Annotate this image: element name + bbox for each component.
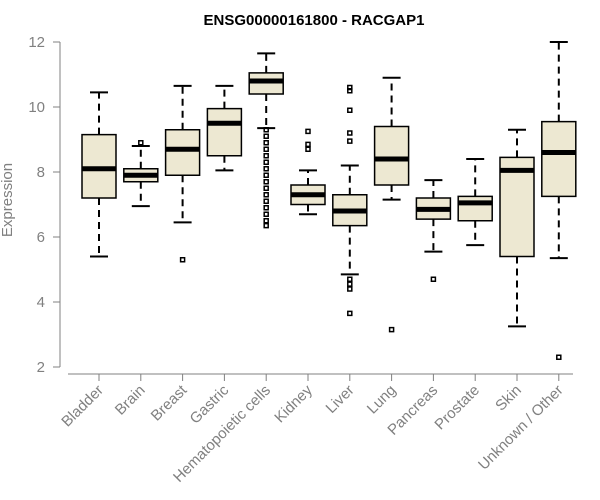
outlier-point: [263, 133, 269, 139]
outlier-point: [305, 128, 311, 135]
outlier-point: [179, 257, 186, 263]
y-axis-title: Expression: [0, 163, 16, 237]
box-group: [499, 128, 535, 328]
box-group: [248, 52, 284, 229]
outlier-point: [347, 138, 353, 144]
box-iqr: [206, 107, 243, 157]
outlier-point: [263, 205, 269, 211]
outlier-point: [263, 166, 269, 172]
x-tick-label: Prostate: [431, 382, 483, 434]
box-group: [81, 91, 117, 258]
outlier-point: [263, 159, 269, 165]
y-axis-ticks: 2 4 6 8 10 12: [28, 34, 60, 376]
outlier-point: [347, 276, 353, 282]
y-tick-label: 8: [37, 164, 45, 181]
x-tick-label: Brain: [112, 382, 149, 419]
box-group: [457, 158, 493, 247]
outlier-point: [347, 84, 353, 91]
box-group: [415, 179, 452, 282]
x-tick-label: Breast: [148, 381, 191, 424]
y-tick-label: 2: [37, 359, 45, 376]
outlier-point: [263, 222, 269, 229]
outlier-point: [263, 127, 269, 133]
x-tick-label: Skin: [492, 382, 525, 415]
outlier-point: [347, 286, 353, 292]
y-tick-label: 12: [28, 34, 45, 51]
x-tick-label: Lung: [364, 382, 400, 418]
plot-area: [81, 41, 577, 360]
outlier-point: [556, 354, 562, 360]
box-iqr: [373, 125, 410, 186]
x-tick-label: Liver: [323, 382, 358, 417]
box-iqr: [457, 195, 493, 222]
box-group: [290, 128, 326, 216]
outlier-point: [263, 146, 269, 152]
outlier-point: [347, 107, 353, 113]
box-group: [164, 84, 201, 263]
outlier-point: [263, 185, 269, 191]
outlier-point: [430, 276, 437, 282]
outlier-point: [347, 281, 353, 287]
y-tick-label: 4: [37, 294, 45, 311]
outlier-point: [388, 326, 395, 333]
outlier-point: [263, 198, 269, 204]
outlier-point: [305, 146, 311, 152]
box-group: [373, 76, 410, 333]
chart-title: ENSG00000161800 - RACGAP1: [204, 12, 425, 29]
outlier-point: [347, 310, 353, 317]
box-group: [206, 84, 243, 172]
y-tick-label: 6: [37, 229, 45, 246]
outlier-point: [138, 140, 144, 146]
outlier-point: [347, 130, 353, 136]
box-group: [332, 84, 368, 317]
outlier-point: [263, 153, 269, 159]
y-tick-label: 10: [28, 99, 45, 116]
box-iqr: [541, 120, 577, 198]
outlier-point: [305, 141, 311, 148]
box-iqr: [499, 156, 535, 258]
box-group: [541, 41, 577, 360]
outlier-point: [263, 140, 269, 146]
outlier-point: [263, 172, 269, 178]
outlier-point: [263, 211, 269, 217]
box-iqr: [164, 129, 201, 176]
outlier-point: [263, 192, 269, 198]
box-group: [123, 140, 159, 208]
outlier-point: [263, 179, 269, 185]
x-tick-label: Bladder: [58, 382, 107, 431]
x-tick-label: Kidney: [271, 381, 316, 426]
outlier-point: [263, 218, 269, 224]
